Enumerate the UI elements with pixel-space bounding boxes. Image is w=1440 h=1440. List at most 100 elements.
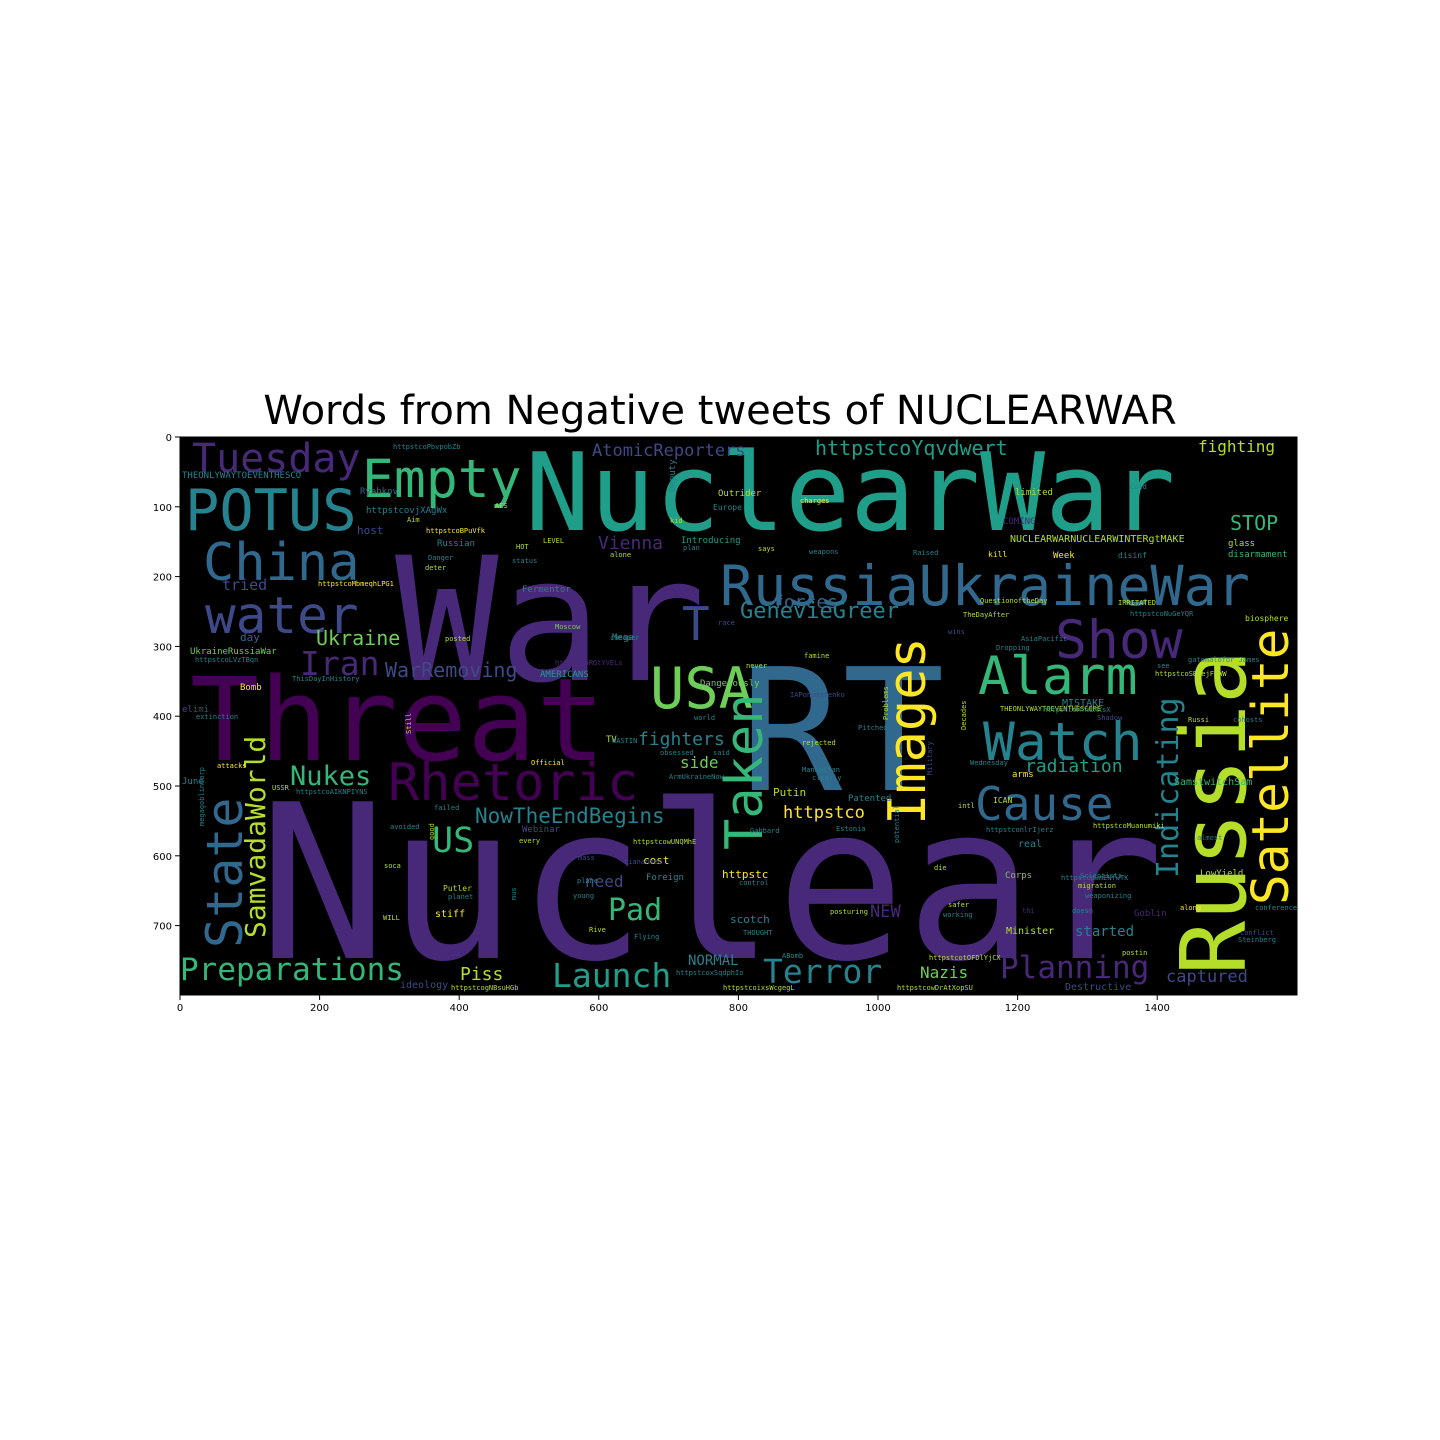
word-179: potential bbox=[893, 805, 901, 843]
word-84: Foreign bbox=[646, 873, 684, 883]
word-80: Corps bbox=[1005, 871, 1032, 881]
word-79: LowYield bbox=[1200, 869, 1243, 879]
word-153: says bbox=[758, 545, 775, 553]
word-197: doesn bbox=[1072, 907, 1093, 915]
word-86: scotch bbox=[730, 913, 770, 926]
word-68: kill bbox=[988, 550, 1007, 559]
word-78: Patented bbox=[848, 794, 891, 804]
word-92: TV bbox=[606, 735, 617, 745]
word-91: MISTAKE bbox=[1062, 698, 1104, 709]
word-109: IRRITATED bbox=[1118, 599, 1156, 607]
word-202: Russi bbox=[1188, 716, 1209, 724]
word-138: httpstcowUNQMhE bbox=[633, 838, 696, 846]
word-172: Pitched bbox=[858, 724, 888, 732]
word-181: control bbox=[739, 879, 769, 887]
word-31: Pad bbox=[608, 893, 662, 928]
word-207: never bbox=[746, 662, 767, 670]
word-28: Indicating bbox=[1151, 697, 1186, 878]
y-tick-label: 700 bbox=[153, 922, 172, 933]
word-189: failed bbox=[434, 804, 459, 812]
word-89: Destructive bbox=[1065, 982, 1131, 993]
word-174: Decades bbox=[960, 700, 968, 730]
word-157: Aim bbox=[407, 516, 420, 524]
figure-title: Words from Negative tweets of NUCLEARWAR bbox=[263, 388, 1177, 434]
word-173: rejected bbox=[802, 739, 836, 747]
word-13: Satellite bbox=[1242, 629, 1301, 905]
word-50: need bbox=[585, 872, 624, 891]
word-88: ideology bbox=[400, 980, 448, 991]
word-154: weapons bbox=[809, 548, 839, 556]
word-158: Danger bbox=[428, 554, 453, 562]
word-74: Moscow bbox=[555, 623, 581, 631]
word-93: June bbox=[182, 777, 204, 787]
word-190: good bbox=[428, 823, 436, 840]
word-73: Fermentor bbox=[522, 585, 571, 595]
word-168: Manhattan bbox=[802, 766, 840, 774]
word-29: Nukes bbox=[290, 761, 371, 792]
word-30: US bbox=[432, 821, 474, 861]
word-52: started bbox=[1075, 924, 1134, 940]
word-41: fighters bbox=[638, 729, 725, 750]
word-137: httpstcotOFDlYjCX bbox=[929, 954, 1001, 962]
word-102: Introducing bbox=[681, 536, 741, 546]
word-24: Terror bbox=[763, 952, 882, 991]
word-208: wins bbox=[948, 628, 965, 636]
word-100: httpstcoPbvpobZb bbox=[393, 443, 460, 451]
y-tick-label: 600 bbox=[153, 852, 172, 863]
word-110: biosphere bbox=[1245, 614, 1289, 623]
word-201: see bbox=[1157, 662, 1170, 670]
word-149: posted bbox=[445, 635, 470, 643]
word-136: httpstcoixsWcgegL bbox=[723, 984, 795, 992]
word-142: httpstcoRQtYVELs bbox=[555, 659, 622, 667]
x-tick-label: 1400 bbox=[1144, 1003, 1169, 1014]
x-tick-label: 1000 bbox=[865, 1003, 890, 1014]
word-54: tried bbox=[222, 576, 267, 594]
x-tick-label: 1200 bbox=[1005, 1003, 1030, 1014]
word-186: WILL bbox=[383, 914, 400, 922]
word-185: young bbox=[573, 892, 594, 900]
word-96: ICAN bbox=[993, 796, 1012, 805]
word-38: Ukraine bbox=[316, 626, 400, 650]
word-105: Cold bbox=[1130, 483, 1147, 491]
word-43: fighting bbox=[1198, 437, 1275, 456]
word-76: ThisDayInHistory bbox=[292, 675, 359, 683]
word-1: NuclearWar bbox=[525, 431, 1175, 556]
word-12: Show bbox=[1055, 610, 1183, 671]
word-205: almost bbox=[1197, 834, 1222, 842]
word-90: Goblin bbox=[1134, 909, 1167, 919]
word-155: Raised bbox=[913, 549, 938, 557]
y-tick-label: 300 bbox=[153, 642, 172, 653]
word-156: kid bbox=[670, 517, 683, 525]
word-107: QuestionoftheDay bbox=[980, 597, 1047, 605]
word-57: httpstcovjXAgWx bbox=[366, 506, 448, 516]
word-125: conflict bbox=[1240, 929, 1274, 937]
word-183: mass bbox=[578, 854, 595, 862]
word-147: AsiaPacific bbox=[1021, 635, 1067, 643]
word-42: radiation bbox=[1025, 756, 1123, 777]
word-3: RT bbox=[740, 633, 945, 831]
word-150: cheaper bbox=[610, 634, 640, 642]
word-177: Gabbard bbox=[750, 827, 780, 835]
word-144: httpstcoNuGeYQR bbox=[1130, 610, 1194, 618]
word-114: arms bbox=[1012, 770, 1034, 780]
word-25: Launch bbox=[552, 956, 671, 995]
word-111: Wednesday bbox=[970, 759, 1008, 767]
word-17: Rhetoric bbox=[388, 753, 638, 813]
word-196: thi bbox=[1022, 907, 1035, 915]
word-77: Putin bbox=[773, 786, 806, 799]
word-55: day bbox=[240, 631, 260, 644]
word-48: httpstco bbox=[783, 803, 865, 823]
word-134: httpstcowDrAtXopSU bbox=[897, 984, 973, 992]
word-72: Mega bbox=[612, 633, 634, 643]
word-165: obsessed bbox=[660, 749, 694, 757]
word-188: every bbox=[519, 837, 540, 845]
word-117: Official bbox=[531, 759, 565, 767]
word-94: elimi bbox=[182, 705, 209, 715]
word-61: Outrider bbox=[718, 489, 762, 499]
word-121: Scientists bbox=[1080, 872, 1122, 880]
word-26: Planning bbox=[1000, 950, 1149, 986]
word-194: Still bbox=[405, 713, 413, 734]
word-10: Tuesday bbox=[192, 436, 361, 482]
word-162: status bbox=[512, 557, 537, 565]
